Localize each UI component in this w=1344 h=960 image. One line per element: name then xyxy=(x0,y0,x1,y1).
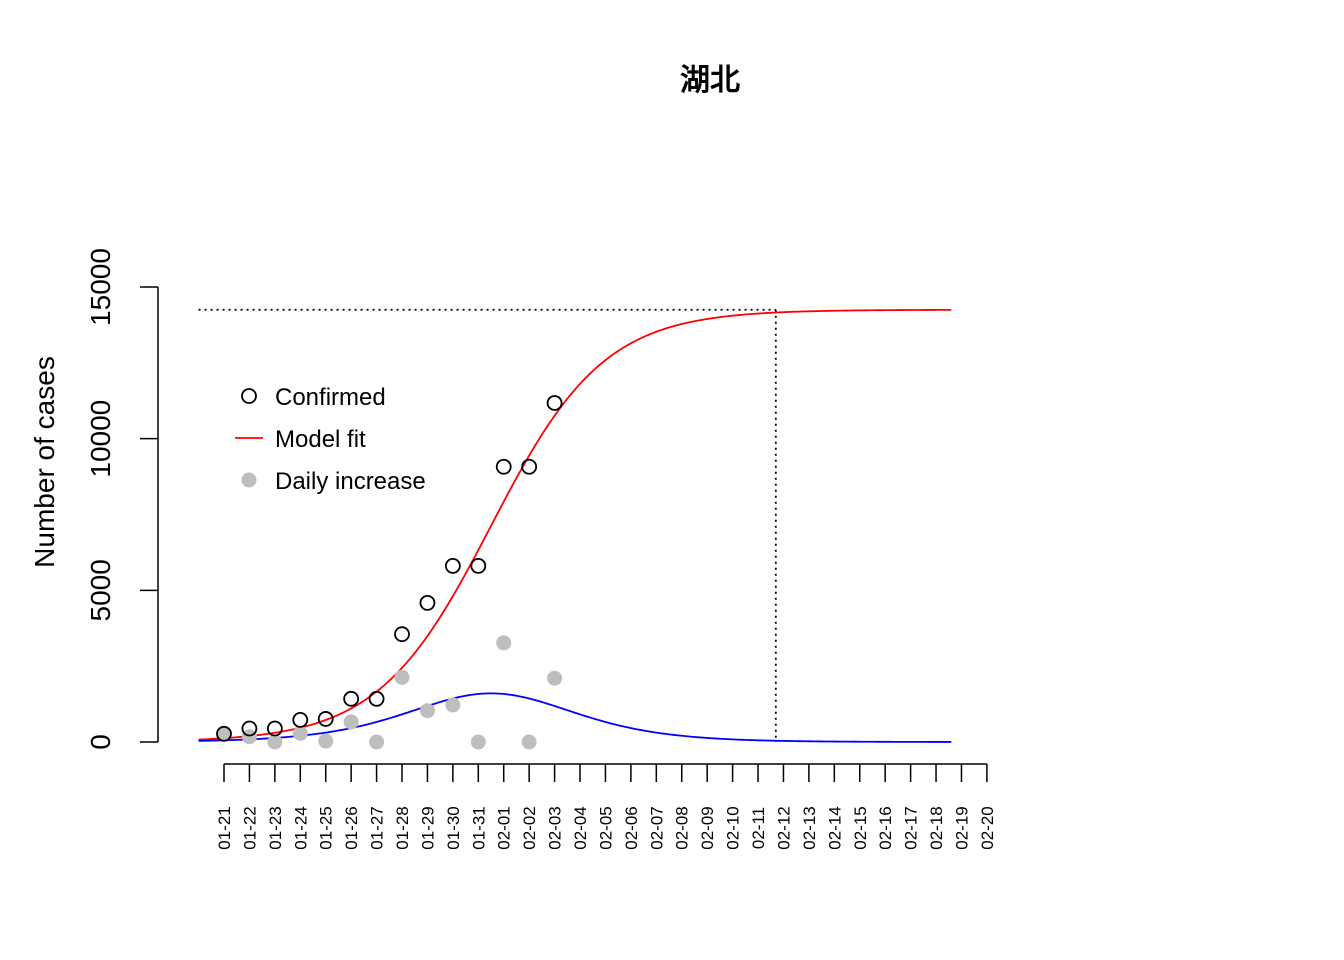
x-tick-label: 02-14 xyxy=(825,806,844,849)
confirmed-point xyxy=(241,720,258,737)
daily-increase-point xyxy=(394,669,410,685)
x-tick-label: 02-17 xyxy=(902,806,921,849)
x-tick-label: 01-26 xyxy=(342,806,361,849)
daily-increase-point xyxy=(343,714,359,730)
confirmed-point xyxy=(546,395,563,411)
model-daily-line xyxy=(198,692,952,743)
confirmed-point xyxy=(266,720,283,737)
confirmed-point xyxy=(292,711,309,728)
confirmed-point xyxy=(470,557,487,574)
x-tick-label: 01-25 xyxy=(317,806,336,849)
confirmed-point xyxy=(419,594,436,611)
daily-increase-point xyxy=(547,670,563,686)
confirmed-point xyxy=(343,690,360,707)
confirmed-point xyxy=(495,458,512,475)
legend-daily-increase-symbol xyxy=(241,472,257,488)
x-tick-label: 02-03 xyxy=(546,806,565,849)
confirmed-point xyxy=(521,458,538,475)
x-tick-label: 02-18 xyxy=(927,806,946,849)
x-tick-label: 02-15 xyxy=(851,806,870,849)
x-tick-label: 02-04 xyxy=(571,806,590,849)
x-tick-label: 02-20 xyxy=(978,806,997,849)
y-tick-label: 0 xyxy=(85,734,116,750)
confirmed-point xyxy=(394,626,410,643)
x-tick-label: 02-10 xyxy=(724,806,743,849)
daily-increase-point xyxy=(369,734,385,750)
y-axis-label: Number of cases xyxy=(29,356,60,568)
x-tick-label: 01-21 xyxy=(215,806,234,849)
x-tick-label: 01-31 xyxy=(469,806,488,849)
x-tick-label: 01-28 xyxy=(393,806,412,849)
daily-increase-point xyxy=(521,734,537,750)
data-points xyxy=(216,395,563,750)
reference-lines xyxy=(198,308,777,742)
x-tick-label: 01-27 xyxy=(368,806,387,849)
x-tick-label: 02-08 xyxy=(673,806,692,849)
daily-increase-point xyxy=(292,725,308,741)
daily-increase-point xyxy=(445,697,461,713)
x-tick-label: 02-02 xyxy=(520,806,539,849)
series-lines xyxy=(198,308,952,743)
legend-label: Daily increase xyxy=(275,468,426,495)
y-tick-label: 10000 xyxy=(85,400,116,478)
legend: Confirmed Model fit Daily increase xyxy=(235,384,426,495)
daily-increase-point xyxy=(267,734,283,750)
legend-label: Model fit xyxy=(275,426,366,453)
x-tick-label: 02-19 xyxy=(952,806,971,849)
x-tick-label: 02-16 xyxy=(876,806,895,849)
confirmed-point xyxy=(368,690,385,707)
x-tick-label: 02-11 xyxy=(749,807,768,849)
x-tick-label: 02-07 xyxy=(647,806,666,849)
y-tick-label: 5000 xyxy=(85,559,116,621)
daily-increase-point xyxy=(419,703,435,719)
x-tick-label: 01-30 xyxy=(444,806,463,849)
x-tick-label: 02-01 xyxy=(495,806,514,849)
confirmed-point xyxy=(444,557,461,574)
y-tick-label: 15000 xyxy=(85,248,116,326)
model-fit-line xyxy=(198,308,952,741)
x-tick-label: 02-06 xyxy=(622,806,641,849)
x-tick-label: 02-12 xyxy=(774,806,793,849)
confirmed-point xyxy=(216,725,232,742)
daily-increase-point xyxy=(216,726,232,742)
legend-confirmed-symbol xyxy=(241,388,257,404)
x-axis: 01-21 01-22 01-23 01-24 01-25 01-26 01-27 01-28… xyxy=(215,763,997,850)
x-tick-label: 02-05 xyxy=(596,806,615,849)
x-tick-label: 01-24 xyxy=(291,806,310,849)
confirmed-point xyxy=(317,711,334,727)
x-tick-label: 01-22 xyxy=(240,806,259,849)
x-tick-label: 01-29 xyxy=(418,806,437,849)
legend-label: Confirmed xyxy=(275,384,386,411)
x-tick-label: 02-13 xyxy=(800,806,819,849)
y-axis: 0 5000 10000 15000 xyxy=(85,248,159,750)
daily-increase-point xyxy=(470,734,486,750)
x-tick-label: 01-23 xyxy=(266,806,285,849)
x-tick-label: 02-09 xyxy=(698,806,717,849)
daily-increase-point xyxy=(241,729,257,745)
chart-title: 湖北 xyxy=(680,64,740,97)
daily-increase-point xyxy=(318,733,334,749)
daily-increase-point xyxy=(496,635,512,651)
